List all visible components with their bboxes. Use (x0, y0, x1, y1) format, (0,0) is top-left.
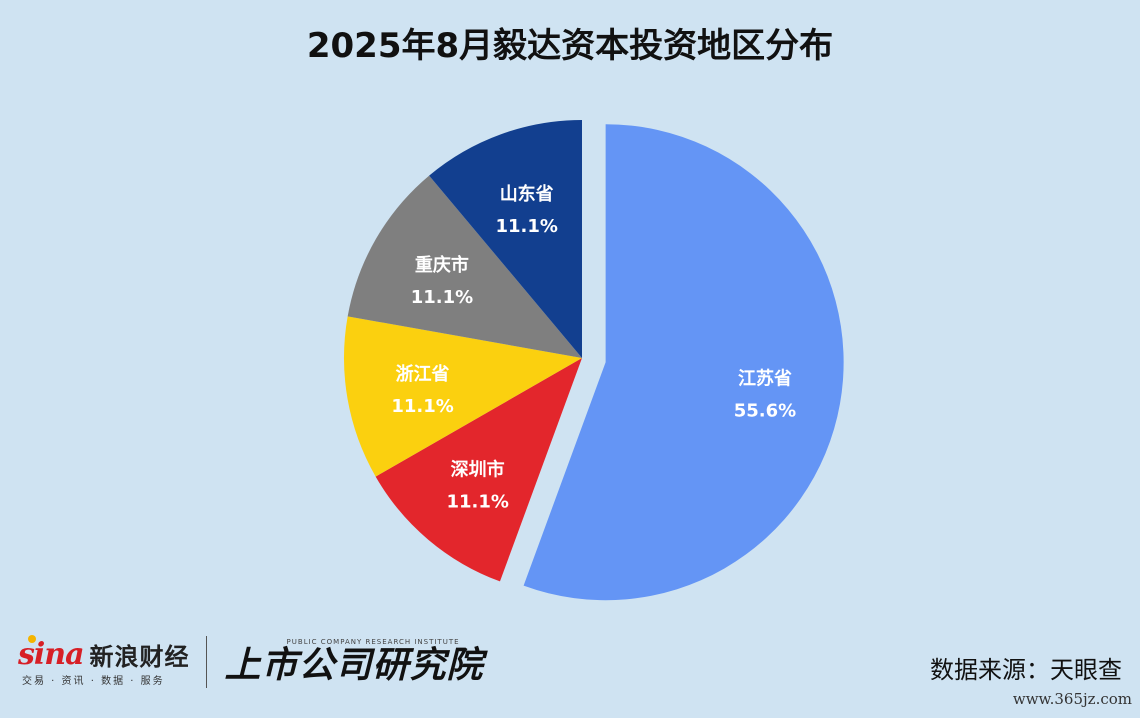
data-source: 数据来源：天眼查 (930, 656, 1122, 684)
pie-slice-2 (344, 316, 582, 477)
sina-mark: sina (18, 635, 85, 672)
slice-value-2: 11.1% (391, 396, 453, 417)
pie-slice-4 (429, 120, 582, 358)
sina-finance-name: 新浪财经 (89, 643, 190, 671)
slice-value-1: 11.1% (446, 492, 508, 513)
watermark: www.365jz.com (1012, 690, 1132, 708)
slice-label-1: 深圳市 (451, 459, 505, 481)
sina-finance-tagline: 交易 · 资讯 · 数据 · 服务 (22, 676, 165, 687)
pie-slice-1 (375, 358, 582, 582)
chart-title: 2025年8月毅达资本投资地区分布 (306, 26, 834, 66)
slice-label-3: 重庆市 (415, 254, 469, 276)
slice-label-2: 浙江省 (396, 363, 450, 385)
research-institute-cn: 上市公司研究院 (224, 645, 484, 686)
slice-value-3: 11.1% (411, 287, 473, 308)
slice-value-4: 11.1% (495, 216, 557, 237)
sina-eye-icon (28, 635, 36, 643)
logo-divider (205, 636, 207, 688)
slice-value-0: 55.6% (734, 401, 796, 422)
pie-slice-0 (523, 124, 844, 601)
pie-slice-3 (347, 175, 582, 358)
research-institute-en: PUBLIC COMPANY RESEARCH INSTITUTE (286, 638, 460, 646)
research-institute-logo: PUBLIC COMPANY RESEARCH INSTITUTE 上市公司研究… (225, 638, 484, 686)
slice-label-0: 江苏省 (738, 368, 792, 390)
slice-label-4: 山东省 (500, 183, 554, 205)
sina-finance-logo: sina 新浪财经 交易 · 资讯 · 数据 · 服务 (18, 635, 190, 687)
footer-logos: sina 新浪财经 交易 · 资讯 · 数据 · 服务 PUBLIC COMPA… (18, 632, 484, 692)
